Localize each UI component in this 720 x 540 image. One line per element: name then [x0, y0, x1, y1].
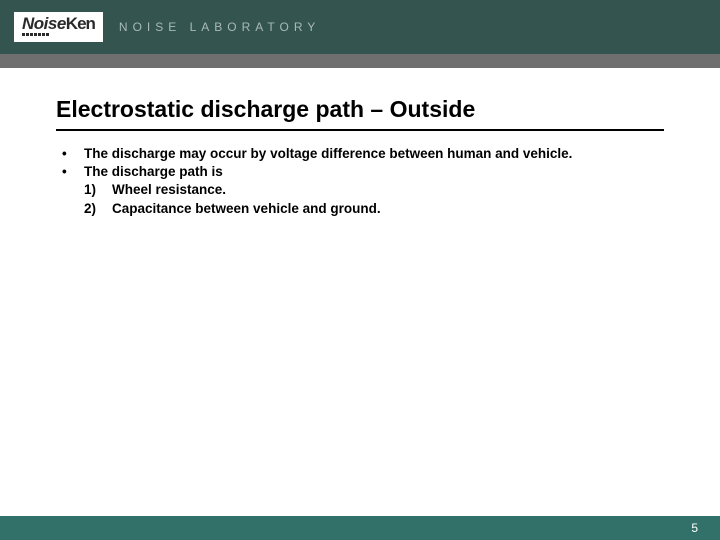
bullet-item: • The discharge path is: [56, 163, 664, 181]
bullet-list: • The discharge may occur by voltage dif…: [56, 145, 664, 218]
logo-text: NoiseKen: [22, 17, 95, 31]
sub-number: 1): [84, 181, 112, 199]
sub-list: 1) Wheel resistance. 2) Capacitance betw…: [84, 181, 664, 217]
bullet-text: The discharge path is: [84, 163, 664, 181]
bullet-text: The discharge may occur by voltage diffe…: [84, 145, 664, 163]
logo: NoiseKen: [14, 12, 103, 42]
tagline: NOISE LABORATORY: [119, 20, 320, 34]
sub-item: 1) Wheel resistance.: [84, 181, 664, 199]
footer-bar: 5: [0, 516, 720, 540]
sub-text: Wheel resistance.: [112, 181, 226, 199]
header-strip: [0, 54, 720, 68]
sub-text: Capacitance between vehicle and ground.: [112, 200, 381, 218]
bullet-marker: •: [56, 145, 84, 163]
logo-main: Noise: [22, 14, 66, 33]
page-number: 5: [691, 521, 698, 535]
header-bar: NoiseKen NOISE LABORATORY: [0, 0, 720, 54]
bullet-item: • The discharge may occur by voltage dif…: [56, 145, 664, 163]
logo-suffix: Ken: [66, 14, 95, 33]
logo-underline: [22, 33, 95, 37]
sub-number: 2): [84, 200, 112, 218]
slide-title: Electrostatic discharge path – Outside: [56, 96, 664, 131]
slide-content: Electrostatic discharge path – Outside •…: [0, 68, 720, 218]
sub-item: 2) Capacitance between vehicle and groun…: [84, 200, 664, 218]
bullet-marker: •: [56, 163, 84, 181]
